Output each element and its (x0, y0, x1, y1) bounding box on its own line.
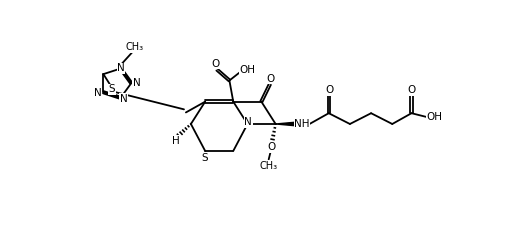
Text: O: O (408, 85, 416, 95)
Text: S: S (202, 153, 208, 163)
Text: O: O (212, 59, 220, 69)
Text: N: N (117, 63, 125, 73)
Text: N: N (245, 117, 252, 127)
Text: CH₃: CH₃ (259, 161, 278, 171)
Text: OH: OH (427, 112, 443, 122)
Text: O: O (268, 142, 276, 152)
Text: OH: OH (239, 65, 255, 75)
Text: N: N (94, 88, 102, 98)
Text: H: H (172, 136, 180, 145)
Text: O: O (266, 73, 275, 83)
Text: S: S (108, 84, 115, 94)
Text: CH₃: CH₃ (125, 42, 143, 52)
Polygon shape (276, 122, 295, 126)
Text: N: N (133, 78, 140, 88)
Text: N: N (120, 94, 127, 104)
Text: O: O (325, 85, 333, 95)
Text: NH: NH (294, 119, 310, 129)
